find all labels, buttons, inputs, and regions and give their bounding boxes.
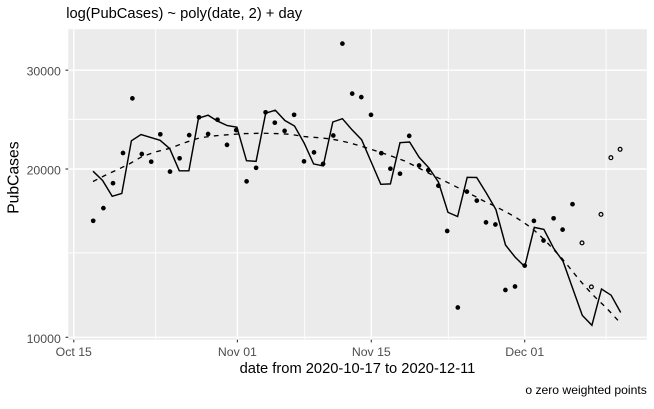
svg-text:Nov 15: Nov 15 bbox=[352, 345, 391, 359]
svg-text:o zero weighted points: o zero weighted points bbox=[525, 383, 646, 397]
svg-text:date from 2020-10-17 to 2020-1: date from 2020-10-17 to 2020-12-11 bbox=[240, 361, 476, 377]
svg-text:20000: 20000 bbox=[27, 164, 61, 178]
svg-text:log(PubCases) ~ poly(date, 2): log(PubCases) ~ poly(date, 2) + day bbox=[66, 6, 303, 22]
svg-text:Dec 01: Dec 01 bbox=[505, 345, 544, 359]
svg-text:30000: 30000 bbox=[27, 65, 61, 79]
svg-text:10000: 10000 bbox=[27, 332, 61, 346]
svg-text:Nov 01: Nov 01 bbox=[218, 345, 257, 359]
svg-text:PubCases: PubCases bbox=[6, 141, 23, 214]
svg-text:Oct 15: Oct 15 bbox=[56, 345, 92, 359]
